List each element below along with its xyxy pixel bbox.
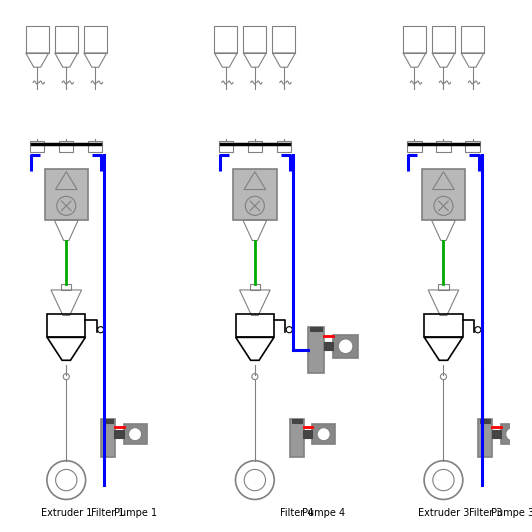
Text: Filter 3: Filter 3 [469,508,502,518]
Bar [248,141,262,152]
Bar [244,27,267,53]
Bar [308,327,324,373]
Bar [233,169,277,220]
Text: Extruder 3: Extruder 3 [418,508,469,518]
Bar [55,27,78,53]
Bar [59,141,73,152]
Bar [61,284,71,290]
Bar [292,419,302,423]
Bar [478,419,493,457]
Text: Pumpe 4: Pumpe 4 [302,508,345,518]
Bar [236,314,274,337]
Bar [492,430,501,438]
Bar [272,27,295,53]
Bar [277,141,291,152]
Bar [219,141,233,152]
Bar [250,284,260,290]
Bar [47,314,85,337]
Circle shape [338,339,353,354]
Bar [461,27,484,53]
Text: Filter 1: Filter 1 [92,508,125,518]
Bar [88,141,103,152]
Bar [101,419,115,457]
Circle shape [506,428,519,440]
Bar [26,27,49,53]
Bar [480,419,491,423]
Bar [323,342,333,351]
Bar [425,314,462,337]
Bar [289,419,304,457]
Bar [403,27,426,53]
Text: Filter 4: Filter 4 [280,508,313,518]
Bar [333,335,359,358]
Circle shape [317,428,330,440]
Bar [436,141,451,152]
Text: Pumpe 3: Pumpe 3 [491,508,532,518]
Bar [408,141,421,152]
Bar [84,27,107,53]
Bar [103,419,113,423]
Text: Extruder 1: Extruder 1 [40,508,92,518]
Bar [312,424,335,444]
Bar [303,430,312,438]
Bar [30,141,44,152]
Bar [501,424,523,444]
Bar [310,327,322,331]
Circle shape [129,428,142,440]
Bar [123,424,146,444]
Bar [466,141,480,152]
Bar [438,284,448,290]
Bar [432,27,455,53]
Bar [214,27,237,53]
Bar [422,169,465,220]
Bar [45,169,88,220]
Text: Pumpe 1: Pumpe 1 [113,508,156,518]
Bar [114,430,123,438]
